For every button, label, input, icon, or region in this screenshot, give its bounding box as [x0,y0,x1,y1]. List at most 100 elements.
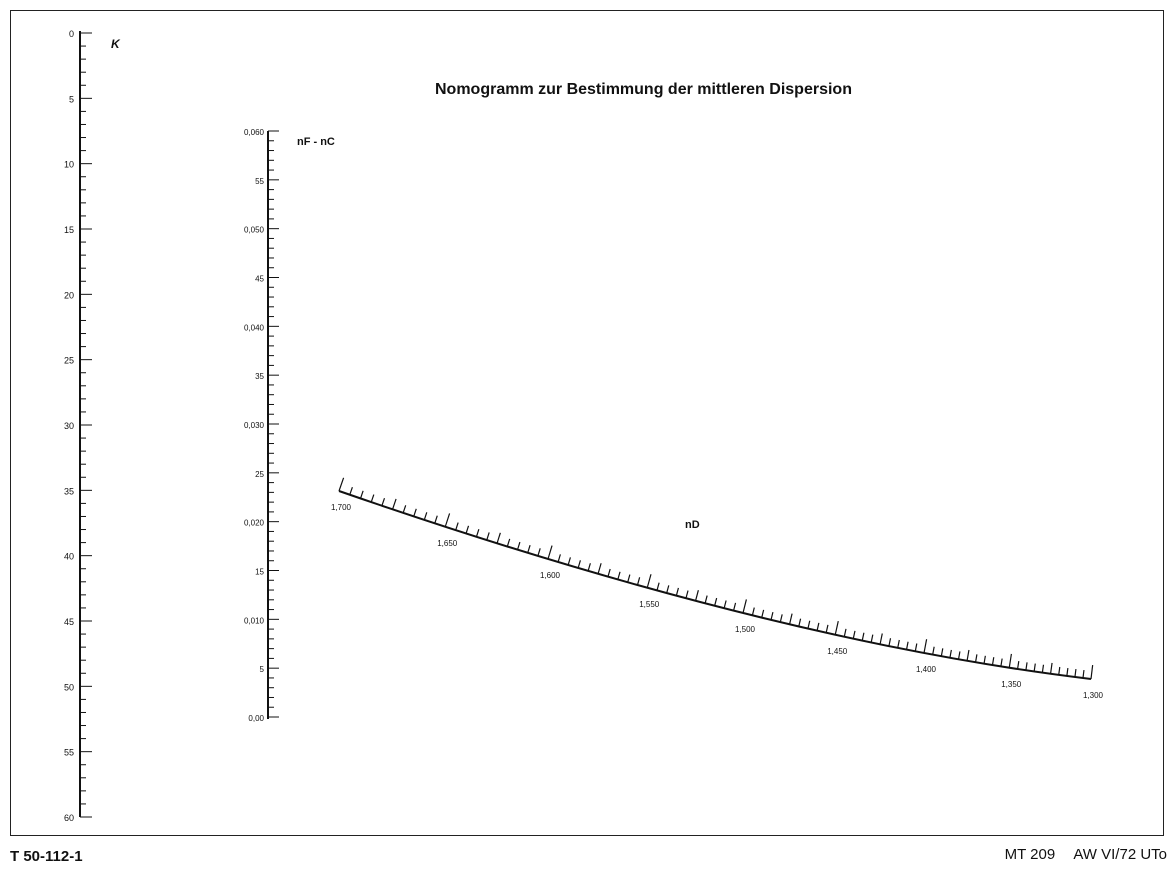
k-scale-label: K [111,37,121,51]
nd-tick [557,554,561,563]
nd-tick [897,639,900,649]
dispersion-tick-label: 45 [255,275,264,284]
dispersion-tick-label: 0,030 [244,421,265,430]
nd-tick [607,568,611,577]
nd-tick [527,545,531,554]
nd-tick [646,574,652,588]
k-tick-label: 0 [69,29,74,39]
nd-tick [974,654,978,663]
nd-tick [685,590,689,599]
nd-tick [788,613,793,625]
dispersion-tick-label: 0,010 [244,616,265,625]
k-tick-label: 50 [64,682,74,692]
nd-tick [1058,666,1061,675]
diagram-title: Nomogramm zur Bestimmung der mittleren D… [435,81,852,98]
nd-tick [666,585,670,594]
nd-tick [434,515,438,524]
nd-tick [991,657,995,666]
nd-tick [516,541,521,550]
nd-tick [1033,663,1036,672]
k-scale: K 0 5 10 15 20 25 30 35 40 45 50 55 60 [64,29,121,823]
nd-tick [914,643,918,652]
nd-tick-label: 1,500 [735,625,756,634]
nd-tick-label: 1,700 [331,503,352,512]
nd-tick [1016,661,1020,670]
k-tick-label: 55 [64,748,74,758]
nd-tick [423,512,428,521]
nd-tick [402,505,407,514]
nd-tick [1049,662,1053,674]
nd-tick [798,618,802,627]
dispersion-tick-label: 0,040 [244,323,265,332]
k-tick-label: 15 [64,225,74,235]
nd-tick [370,494,375,503]
dispersion-tick-label: 5 [260,665,265,674]
nd-tick [567,557,571,566]
dispersion-tick-label: 0,020 [244,519,265,528]
nd-tick [617,571,621,580]
nd-tick [496,532,501,544]
dispersion-tick-label: 0,050 [244,226,265,235]
dispersion-ticks: 0,060 55 0,050 45 0,040 35 0,030 25 0,020 15 0,010… [244,128,279,723]
k-tick-label: 20 [64,290,74,300]
nd-scale: nD 1,7001,6501,6001,5501,5001,4501,4001,… [331,477,1104,700]
nd-tick-label: 1,400 [916,665,937,674]
nd-tick [1082,670,1085,679]
nd-tick [940,648,944,657]
nd-tick-label: 1,300 [1083,691,1104,700]
nd-tick [983,655,986,664]
dispersion-tick-label: 15 [255,568,264,577]
nd-tick [932,646,935,655]
nd-tick [807,620,811,629]
nd-tick [537,548,541,557]
k-tick-label: 5 [69,94,74,104]
nd-tick [879,633,883,645]
nd-tick [338,477,345,492]
nd-ticks: 1,700 1,650 1,600 1,550 1,500 1,450 1,400 1,350… [331,477,1104,700]
nd-tick [1025,662,1028,671]
nomogram-frame: K 0 5 10 15 20 25 30 35 40 45 50 55 60 nF - nC 0,060… [10,10,1164,836]
dispersion-tick-label: 25 [255,470,264,479]
nd-tick [761,609,765,618]
nd-tick [1074,669,1077,678]
nd-tick [861,632,865,641]
nd-tick [381,497,386,506]
nd-tick-label: 1,450 [827,647,848,656]
nd-tick [587,563,591,572]
nd-tick [966,649,970,661]
nd-tick [957,651,961,660]
nd-tick-label: 1,550 [639,600,660,609]
dispersion-tick-label: 0,060 [244,128,265,137]
k-tick-label: 10 [64,160,74,170]
nd-tick [843,628,847,637]
nd-tick [636,577,641,586]
nd-tick [923,639,928,654]
nd-tick [547,545,553,560]
nd-tick [870,634,874,643]
nd-tick [486,532,490,541]
nomogram-canvas: K 0 5 10 15 20 25 30 35 40 45 50 55 60 nF - nC 0,060… [64,29,1104,823]
nd-tick-label: 1,650 [437,539,458,548]
nd-tick [825,624,829,633]
nd-tick-label: 1,600 [540,571,561,580]
k-tick-label: 60 [64,813,74,823]
dispersion-scale: nF - nC 0,060 55 0,050 45 0,040 35 0,030 25 0,02… [244,128,335,723]
k-tick-label: 45 [64,617,74,627]
nd-tick [742,599,747,614]
nd-tick [675,587,680,596]
nd-tick [597,563,602,574]
nd-tick [475,528,480,537]
nd-tick [733,602,737,611]
nd-tick [444,513,451,527]
nd-tick [704,595,708,604]
nd-tick [413,508,417,517]
nd-tick-label: 1,350 [1001,680,1022,689]
nd-tick [1008,653,1012,668]
nd-tick [1041,664,1045,673]
dispersion-tick-label: 0,00 [248,714,264,723]
nd-tick [751,607,755,616]
nd-tick [834,620,839,635]
nd-tick [779,614,783,623]
k-tick-label: 25 [64,356,74,366]
nd-tick [770,611,774,621]
